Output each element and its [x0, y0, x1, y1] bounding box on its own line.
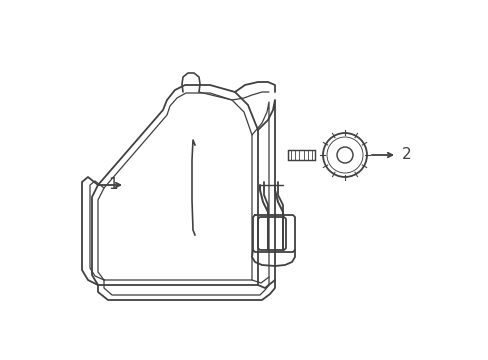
Text: 2: 2 — [401, 148, 411, 162]
Text: 1: 1 — [108, 177, 118, 193]
Bar — [287, 150, 314, 160]
